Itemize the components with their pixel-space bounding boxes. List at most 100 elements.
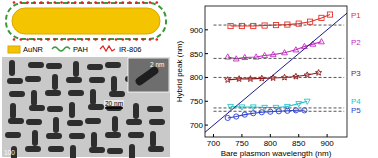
dye (67, 1, 70, 4)
data-point (234, 114, 239, 119)
dye (20, 1, 23, 4)
nanorod (126, 119, 142, 125)
dye (122, 1, 125, 4)
nanorod (7, 78, 23, 84)
dye (81, 38, 84, 41)
nanorod (133, 103, 139, 119)
nanorod (68, 90, 84, 96)
dye (40, 1, 43, 4)
series-label: P5 (351, 106, 361, 115)
dye (47, 1, 50, 4)
nanorod (89, 147, 105, 153)
data-point (319, 15, 324, 20)
dye (128, 1, 131, 4)
nanorod (105, 62, 121, 68)
dye (81, 1, 84, 4)
dye (128, 38, 131, 41)
nanorod (66, 77, 82, 83)
x-tick (327, 134, 328, 137)
nanorod (73, 61, 79, 77)
dye (33, 1, 36, 4)
nanorod (111, 76, 117, 92)
dye (74, 38, 77, 41)
x-tick-label: 900 (320, 139, 334, 148)
data-point (307, 19, 312, 24)
data-point (293, 47, 299, 52)
plot-frame (205, 6, 347, 137)
nanorod (69, 133, 85, 139)
data-point (316, 69, 322, 75)
nanorod (9, 91, 25, 97)
dye (20, 38, 23, 41)
dye (156, 38, 159, 41)
nanorod (53, 117, 59, 133)
data-point (236, 76, 242, 82)
y-tick-label: 800 (190, 73, 204, 82)
nanorod (85, 118, 101, 124)
x-axis-title: Bare plasmon wavelength (nm) (221, 149, 332, 158)
nanorod (149, 119, 165, 125)
reference-line (214, 58, 345, 59)
data-point (225, 115, 230, 120)
nanorod (112, 116, 118, 132)
nanorod (9, 60, 15, 76)
data-point (259, 75, 265, 81)
dye (67, 38, 70, 41)
dye (94, 1, 97, 4)
dye (54, 1, 57, 4)
pah-layer (6, 3, 166, 39)
dye (13, 1, 16, 4)
series-line (231, 101, 308, 107)
corner-label: 100 (4, 149, 15, 156)
data-point (304, 72, 310, 78)
series-label: P1 (351, 11, 361, 20)
x-tick (241, 134, 242, 137)
tem-background (2, 57, 170, 157)
dye (13, 38, 16, 41)
nanorod (148, 146, 164, 152)
scale-bar (105, 107, 123, 109)
dye (26, 1, 29, 4)
data-point (228, 23, 233, 28)
inset-scale-label: 2 nm (150, 61, 164, 68)
dye (115, 38, 118, 41)
dye (26, 38, 29, 41)
dye (88, 38, 91, 41)
nanorod (8, 118, 24, 124)
y-tick-label: 750 (190, 97, 204, 106)
x-tick (270, 134, 271, 137)
figure: AuNRPAHIR-8062 nm20 nm100700750800850900… (0, 0, 378, 158)
dye (40, 38, 43, 41)
nanorod (45, 90, 61, 96)
y-tick (205, 29, 208, 30)
nanorod (25, 146, 41, 152)
plot-area (205, 12, 347, 132)
nanorod (150, 131, 156, 147)
dye (142, 1, 145, 4)
dye (101, 1, 104, 4)
schematic: AuNRPAHIR-806 (6, 1, 166, 54)
series-label: P4 (351, 97, 361, 106)
scale-label: 20 nm (105, 100, 123, 107)
dye (115, 1, 118, 4)
dye (108, 1, 111, 4)
dye (101, 38, 104, 41)
nanorod (46, 133, 62, 139)
dye (54, 38, 57, 41)
series-label: P3 (351, 69, 361, 78)
nanorod (10, 103, 16, 119)
data-point (302, 108, 307, 113)
x-tick-label: 850 (292, 139, 306, 148)
dye (94, 38, 97, 41)
nanorod (28, 62, 44, 68)
nanorod (69, 102, 75, 118)
dye (135, 1, 138, 4)
nanorod (89, 77, 105, 83)
nanorod (47, 106, 63, 112)
nanorod (88, 104, 104, 110)
x-tick-label: 750 (235, 139, 249, 148)
micrograph: 2 nm 20 nm 100 (2, 57, 170, 158)
nanorod (52, 74, 58, 90)
y-tick-label: 900 (190, 26, 204, 35)
data-point (319, 39, 325, 44)
